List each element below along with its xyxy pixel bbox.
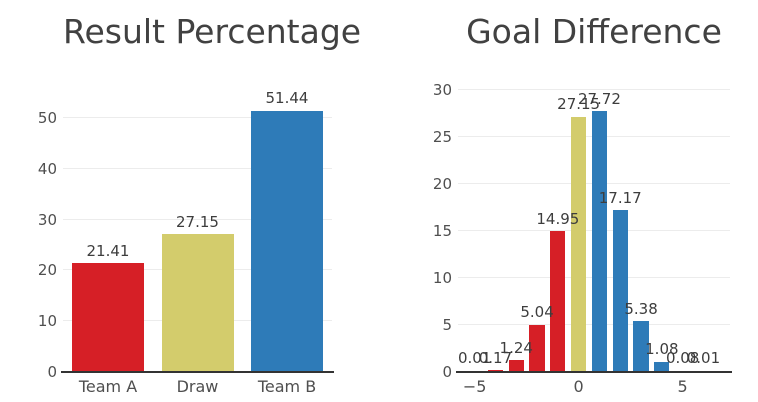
x-tick-label: 0 [573,377,584,396]
bar-value-label: 5.04 [520,303,554,322]
x-tick-label: Team B [257,377,317,396]
gridline [458,88,730,90]
y-tick-label: 30 [432,80,452,99]
x-axis-line [61,371,334,373]
x-tick-label: Team A [78,377,138,396]
x-axis-line [456,371,732,373]
bar [161,234,234,372]
y-tick-label: 10 [432,268,452,287]
bar-value-label: 0.08 [665,349,700,367]
chart-title: Result Percentage [63,12,362,51]
bar-value-label: 27.15 [557,95,601,114]
bar-value-label: 1.08 [645,340,679,359]
bar [251,110,323,372]
y-tick-label: 50 [37,109,57,128]
y-tick-label: 40 [37,159,57,178]
bar-value-label: 17.17 [598,188,642,207]
bar [654,361,670,372]
bar-value-label: 1.24 [499,338,533,357]
bar-value-label: 51.44 [265,89,309,108]
y-tick-label: 25 [432,127,452,146]
bar [633,321,649,372]
bar [529,324,545,372]
bar-value-label: 14.95 [536,209,580,228]
bar [508,360,524,372]
x-tick-label: Draw [176,377,219,396]
plot-area: 0 5 10 15 20 25 30 0.01 0.17 1.24 5.04 14.95 27.15 27… [433,81,732,396]
bar-value-label: 0.01 [686,349,721,367]
y-tick-label: 30 [37,210,57,229]
x-tick-label: −5 [462,377,487,396]
bar-value-label: 0.01 [457,349,492,367]
bar-value-label: 21.41 [86,241,130,260]
bar [612,210,628,372]
gridline [63,167,332,169]
bar-value-label: 5.38 [624,299,658,318]
chart-result-percentage: Result Percentage 0 10 20 30 40 50 21.41 27.15 5… [38,12,362,396]
y-tick-label: 15 [432,221,452,240]
gridline [63,117,332,119]
y-tick-label: 5 [442,315,452,334]
y-tick-label: 10 [37,312,57,331]
bar [550,231,566,372]
y-tick-label: 20 [37,261,57,280]
bar-value-label: 27.72 [577,89,621,108]
bar [591,111,608,372]
y-tick-label: 20 [432,174,452,193]
chart-title: Goal Difference [466,12,722,51]
y-tick-label: 0 [442,363,452,381]
y-tick-label: 0 [47,363,57,381]
bar-value-label: 27.15 [176,212,219,231]
chart-goal-difference: Goal Difference 0 5 10 15 20 25 30 0.01 0.17 1.24… [379,0,758,402]
x-tick-label: 5 [677,377,688,396]
bar-value-label: 0.17 [478,348,513,367]
bar [571,116,587,372]
gridline [63,218,332,220]
bar [72,263,144,372]
plot-area: 0 10 20 30 40 50 21.41 27.15 51.44 Team A Draw Team… [38,85,334,396]
